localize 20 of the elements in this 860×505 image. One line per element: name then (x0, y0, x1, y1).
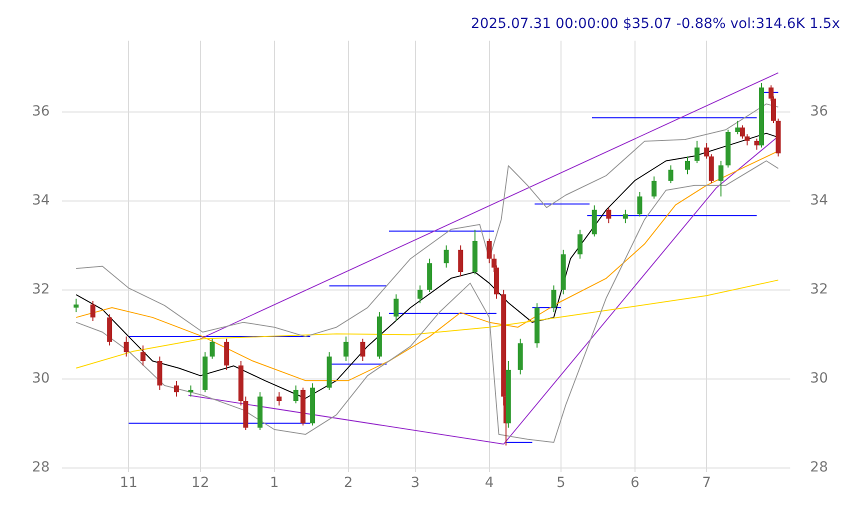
x-tick-label: 6 (630, 475, 640, 492)
y2-tick-label: 28 (810, 459, 828, 476)
chart-title: 2025.07.31 00:00:00 $35.07 -0.88% vol:314.6K 1.5x (470, 16, 840, 32)
y-tick-label: 30 (32, 370, 50, 386)
y2-tick-label: 34 (810, 192, 828, 209)
y-tick-label: 28 (32, 459, 50, 476)
x-tick-label: 4 (484, 475, 494, 492)
y-tick-label: 34 (32, 192, 50, 209)
y-tick-label: 36 (32, 104, 50, 120)
x-tick-label: 1 (270, 475, 279, 492)
x-tick-label: 7 (702, 475, 712, 492)
x-tick-label: 11 (120, 475, 138, 492)
x-tick-label: 12 (191, 475, 210, 492)
y-tick-label: 32 (32, 281, 50, 298)
x-tick-label: 5 (556, 475, 566, 492)
y2-tick-label: 30 (810, 370, 828, 386)
y2-tick-label: 32 (810, 281, 828, 298)
x-tick-label: 3 (410, 475, 420, 492)
y2-tick-label: 36 (810, 104, 828, 120)
x-tick-label: 2 (344, 475, 353, 492)
